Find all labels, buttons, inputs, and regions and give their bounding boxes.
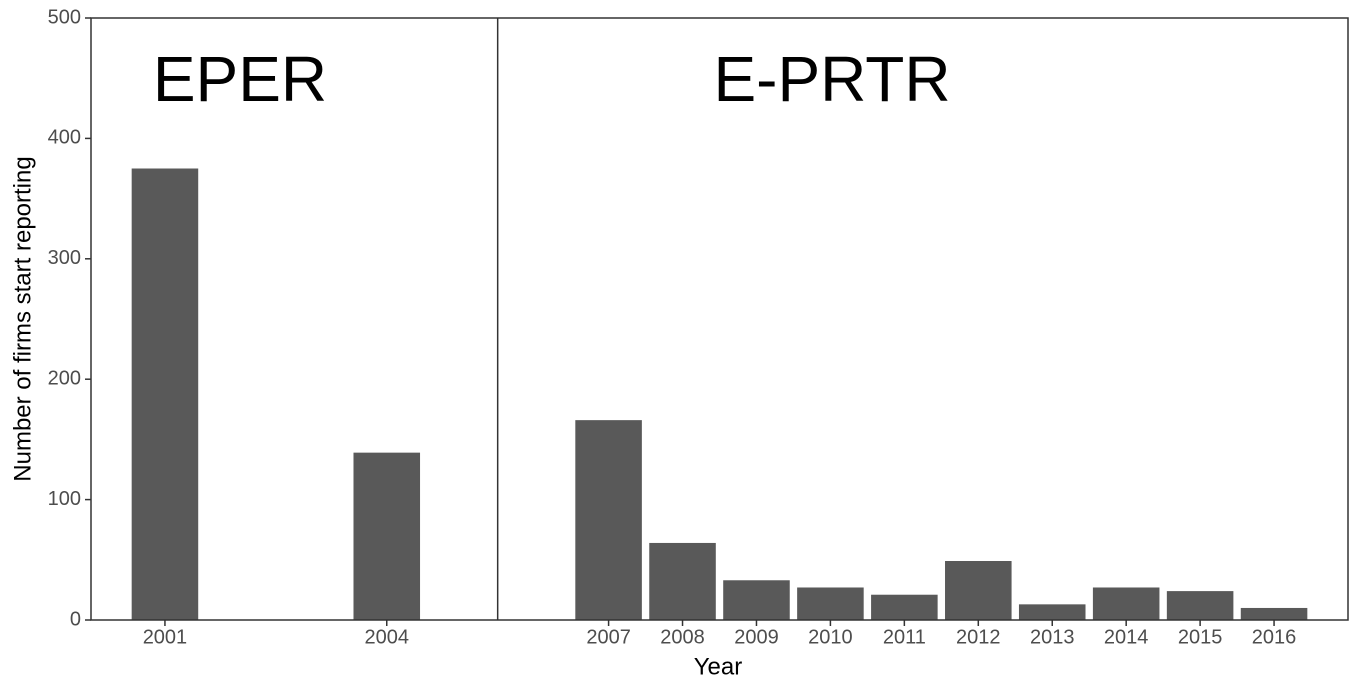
y-tick-label: 0	[70, 608, 81, 630]
bar	[797, 587, 864, 620]
x-tick-label: 2004	[365, 626, 410, 648]
x-tick-label: 2013	[1030, 626, 1075, 648]
bar	[1092, 587, 1160, 620]
x-tick-label: 2016	[1252, 626, 1297, 648]
annotation: EPER	[153, 43, 327, 115]
annotation: E-PRTR	[713, 43, 950, 115]
bar	[723, 580, 790, 620]
bar	[945, 561, 1012, 620]
bar	[1166, 591, 1234, 620]
y-tick-label: 300	[48, 247, 81, 269]
x-tick-label: 2010	[808, 626, 853, 648]
x-tick-label: 2012	[956, 626, 1001, 648]
x-tick-label: 2001	[143, 626, 188, 648]
bar	[649, 542, 716, 620]
x-tick-label: 2011	[883, 626, 926, 648]
bar	[1018, 604, 1086, 620]
x-tick-label: 2015	[1178, 626, 1223, 648]
x-tick-label: 2007	[586, 626, 631, 648]
bar	[131, 168, 199, 620]
x-tick-label: 2014	[1104, 626, 1149, 648]
x-tick-label: 2009	[734, 626, 779, 648]
x-axis-label: Year	[694, 653, 743, 680]
y-tick-label: 100	[48, 488, 81, 510]
bar	[871, 594, 938, 620]
bar	[1240, 607, 1308, 620]
y-axis-label: Number of firms start reporting	[9, 156, 36, 481]
plot-border	[90, 17, 1349, 621]
y-tick-label: 200	[48, 367, 81, 389]
y-tick-label: 400	[48, 127, 81, 149]
y-tick-label: 500	[48, 6, 81, 28]
bar	[353, 452, 421, 620]
x-tick-label: 2008	[660, 626, 705, 648]
bar	[575, 420, 642, 620]
